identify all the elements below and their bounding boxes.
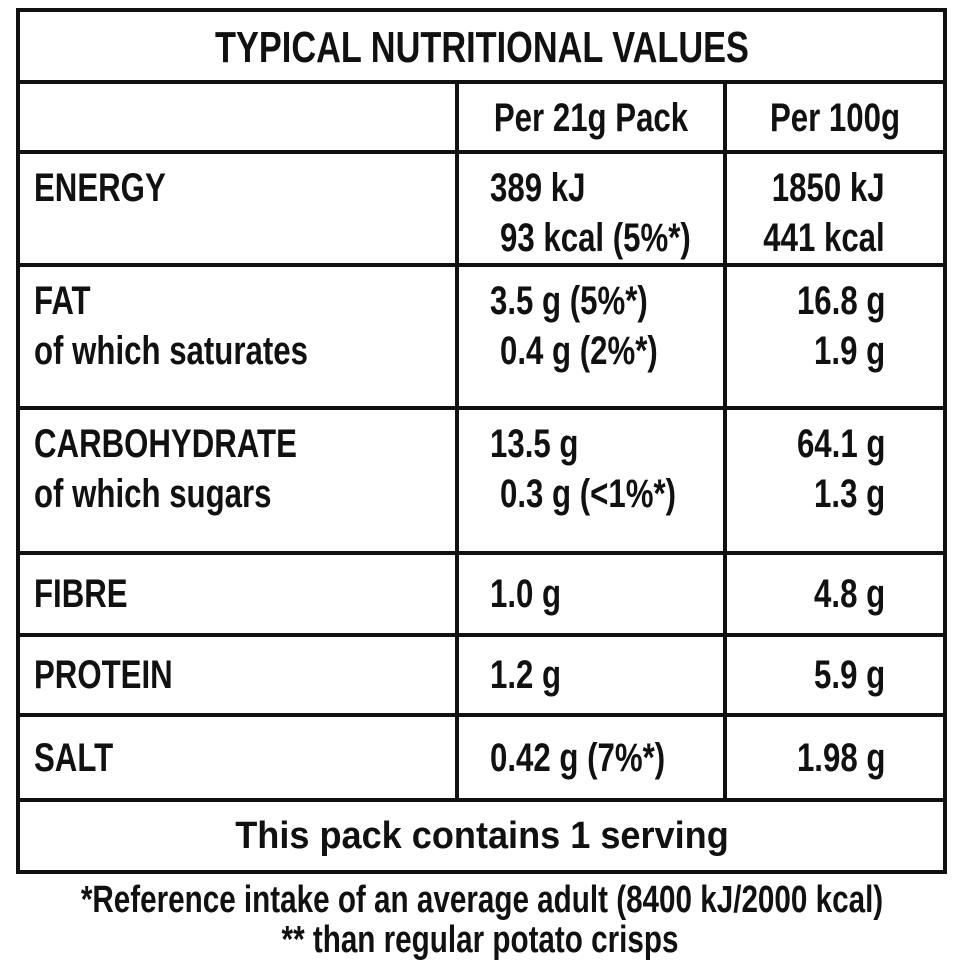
rule [943,8,947,874]
rule [455,82,459,800]
per-pack-value: 3.5 g (5%*) [490,279,648,323]
sub-label: of which saturates [34,329,308,373]
per-pack-value: 0.42 g (7%*) [490,735,666,780]
per-100g-value: 1850 kJ [772,166,885,210]
sub-label: of which sugars [34,472,272,516]
title: TYPICAL NUTRITIONAL VALUES [215,23,749,72]
rule [18,870,945,874]
rule [16,8,20,874]
rule [18,406,945,410]
per-pack-value: 1.2 g [490,653,562,697]
rule [18,551,945,555]
per-pack-value: 389 kJ [490,166,586,210]
nutrient-label: CARBOHYDRATE [34,422,297,466]
nutrient-label: FIBRE [34,572,128,616]
rule [18,263,945,267]
column-header: Per 21g Pack [493,96,689,140]
per-pack-value: 93 kcal (5%*) [500,216,691,260]
rule [18,80,945,84]
per-100g-value: 1.3 g [813,472,885,516]
rule [18,713,945,717]
serving-note: This pack contains 1 serving [235,815,729,857]
rule [18,150,945,154]
per-pack-value: 13.5 g [490,422,579,466]
nutrient-label: ENERGY [34,166,166,210]
nutrient-label: SALT [34,735,114,780]
per-pack-value: 1.0 g [490,572,562,616]
rule [18,8,945,12]
nutrient-label: PROTEIN [34,653,173,697]
column-header: Per 100g [769,96,901,140]
per-100g-value: 1.98 g [796,735,885,780]
nutrient-label: FAT [34,279,91,323]
per-pack-value: 0.4 g (2%*) [500,329,658,373]
rule [18,798,945,802]
rule [723,82,727,800]
footnote: ** than regular potato crisps [281,919,679,960]
rule [18,633,945,637]
per-100g-value: 64.1 g [796,422,885,466]
per-100g-value: 1.9 g [813,329,885,373]
per-100g-value: 5.9 g [813,653,885,697]
per-100g-value: 16.8 g [796,279,885,323]
per-pack-value: 0.3 g (<1%*) [500,472,677,516]
per-100g-value: 441 kcal [763,216,885,260]
per-100g-value: 4.8 g [813,572,885,616]
footnote: *Reference intake of an average adult (8… [80,879,884,921]
